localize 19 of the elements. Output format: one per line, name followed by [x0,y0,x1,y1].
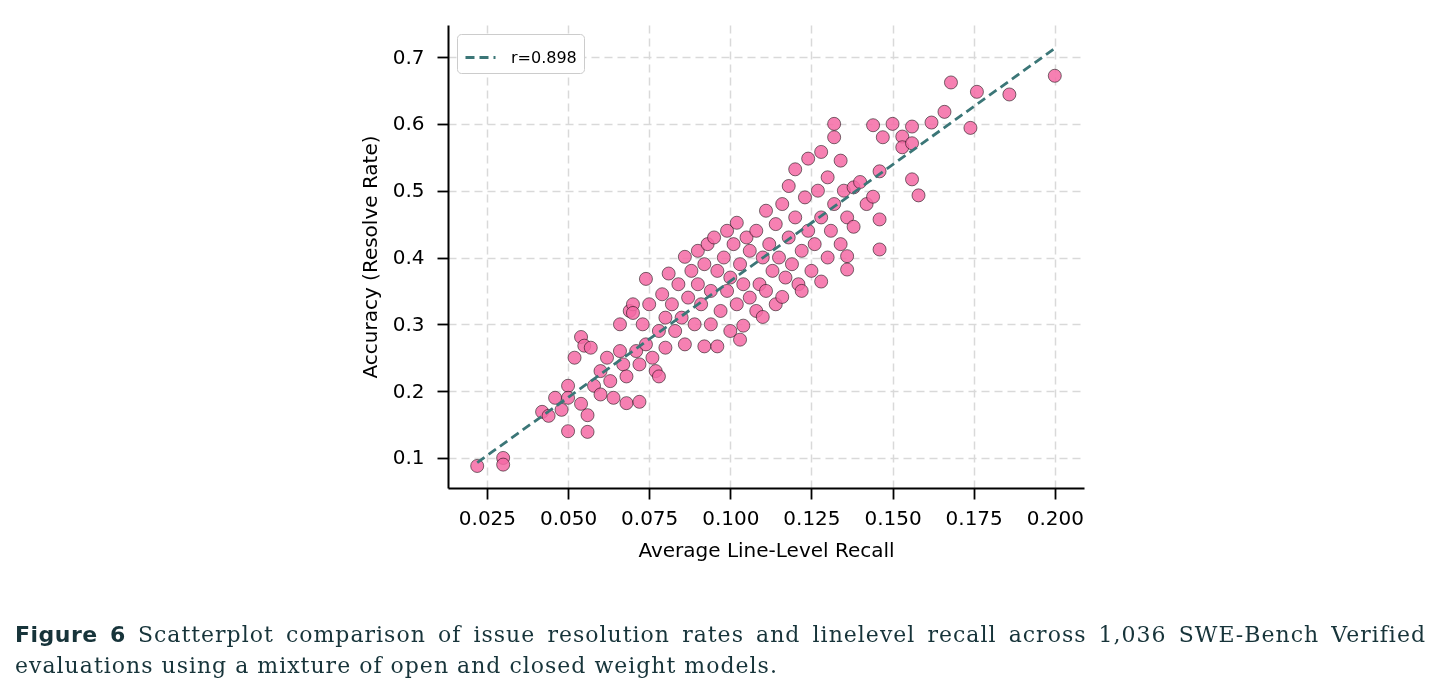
y-axis-title: Accuracy (Resolve Rate) [357,135,382,379]
x-tick-label: 0.100 [702,505,760,530]
caption: Figure 6 [15,622,126,647]
x-tick-label: 0.125 [783,505,841,530]
y-tick-label: 0.1 [392,445,425,470]
x-tick-label: 0.025 [458,505,517,530]
x-tick-label: 0.175 [945,505,1003,530]
x-axis-title: Average Line-Level Recall [638,537,895,562]
x-tick-label: 0.150 [864,505,922,530]
y-tick-label: 0.3 [392,311,425,336]
y-tick-label: 0.7 [392,44,425,69]
x-tick-label: 0.200 [1026,505,1084,530]
y-tick-label: 0.6 [392,111,425,136]
x-tick-label: 0.075 [621,505,679,530]
y-tick-label: 0.5 [392,178,425,203]
x-tick-label: 0.050 [539,505,598,530]
y-tick-label: 0.4 [392,245,425,269]
y-tick-label: 0.2 [392,378,425,403]
legend-label: r=0.898 [511,47,577,67]
